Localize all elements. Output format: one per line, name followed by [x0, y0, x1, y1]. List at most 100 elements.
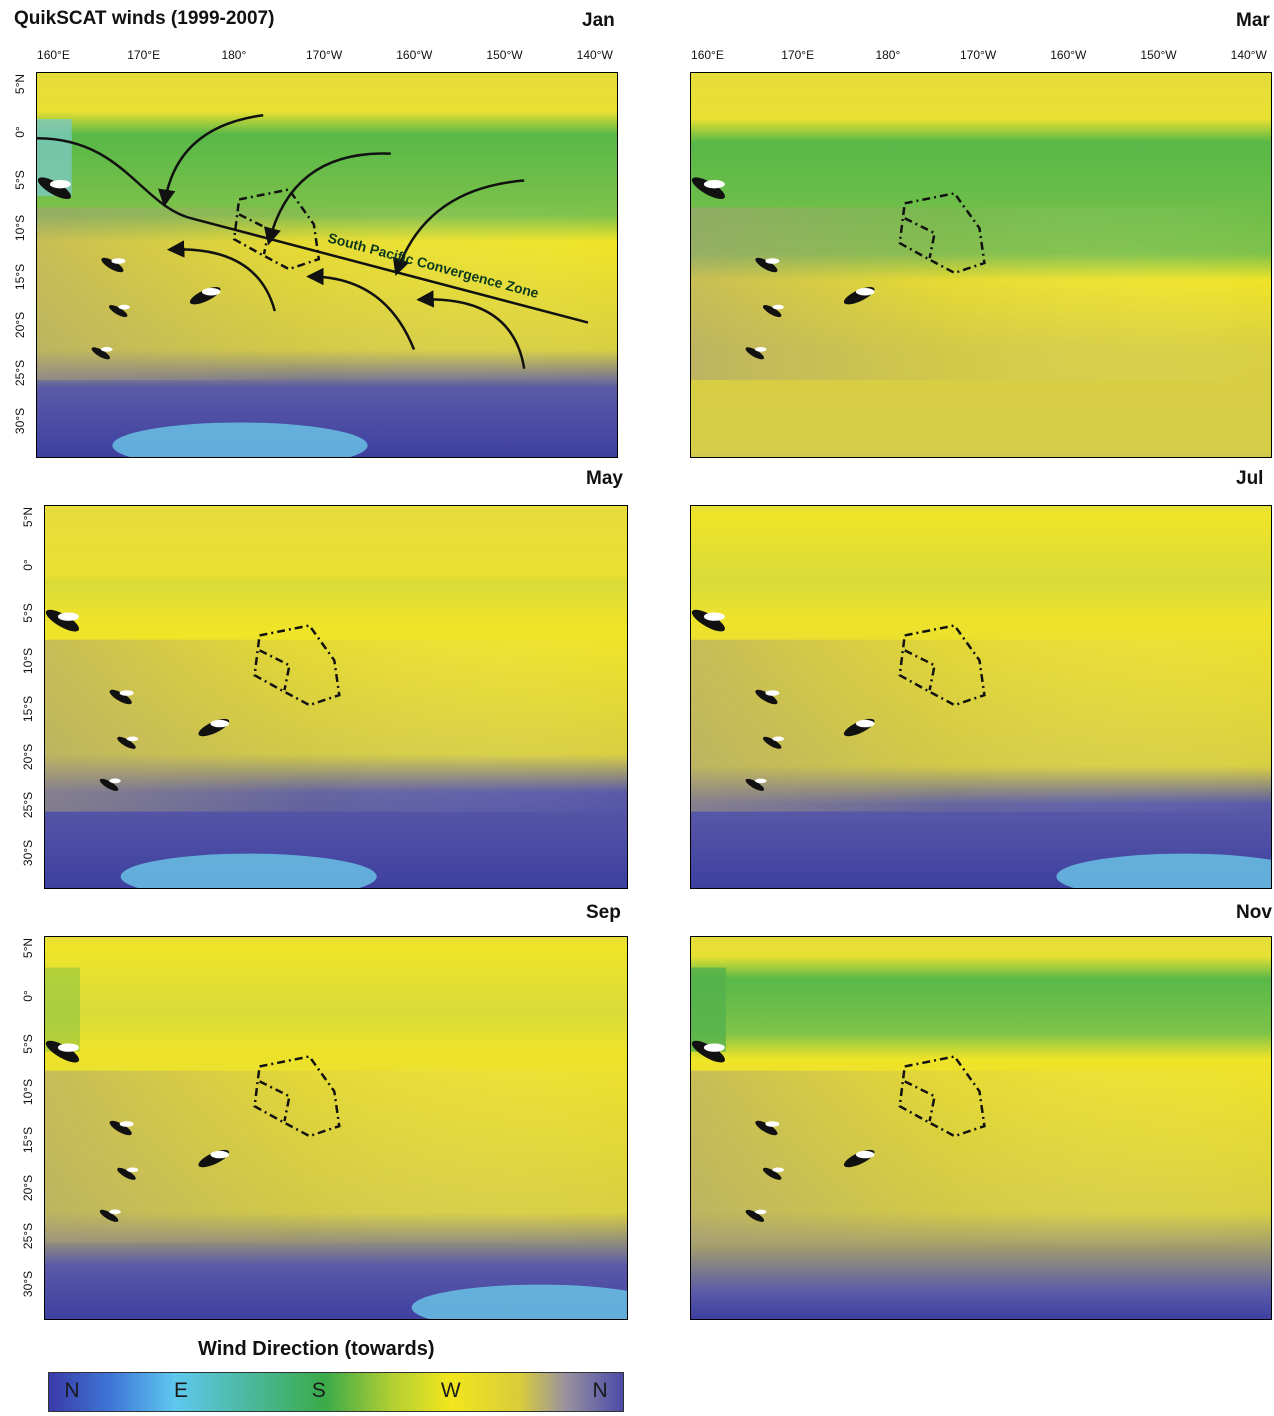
wind-arrow [166, 240, 277, 312]
panel-month-label: Jan [582, 10, 615, 31]
longitude-label: 150°W [1140, 48, 1177, 62]
latitude-label: 15°S [21, 695, 35, 722]
colorbar-label-w: W [440, 1379, 461, 1402]
latitude-label: 25°S [13, 360, 27, 387]
island-shape [109, 1120, 134, 1136]
island-shape [745, 1209, 767, 1222]
wind-map-nov [690, 936, 1272, 1320]
latitude-label: 25°S [21, 1222, 35, 1249]
panel-month-label: May [586, 468, 623, 489]
island-shape [198, 1149, 230, 1168]
island-shape [189, 287, 221, 305]
longitude-label: 170°E [127, 48, 161, 62]
panel-month-label: Nov [1236, 902, 1272, 923]
region-outline [898, 191, 986, 275]
wind-field [691, 506, 1271, 888]
latitude-label: 10°S [13, 215, 27, 242]
latitude-label: 30°S [13, 408, 27, 435]
latitude-label: 0° [21, 989, 35, 1002]
region-outline [898, 1055, 986, 1138]
latitude-label: 0° [21, 558, 35, 571]
wind-field [691, 937, 1271, 1319]
wind-arrow [263, 152, 391, 246]
island-shape [37, 177, 71, 200]
latitude-label: 5°N [21, 506, 35, 527]
wind-map-sep [44, 936, 628, 1320]
latitude-label: 5°S [21, 1033, 35, 1054]
wind-map-jul [690, 505, 1272, 889]
latitude-label: 5°N [21, 937, 35, 958]
island-shape [109, 689, 134, 705]
wind-arrow [158, 114, 264, 208]
island-shape [198, 718, 230, 737]
island-shape [691, 609, 725, 632]
legend-title: Wind Direction (towards) [198, 1338, 435, 1360]
longitude-label: 180° [875, 48, 901, 62]
island-shape [843, 1149, 875, 1168]
wind-direction-colorbar: N E S W N [48, 1372, 624, 1412]
island-shape [745, 347, 767, 360]
island-shape [45, 1040, 80, 1063]
latitude-label: 5°N [13, 73, 27, 94]
island-shape [117, 1167, 139, 1180]
region-outline [253, 1055, 341, 1138]
region-outline [898, 624, 986, 707]
longitude-label: 180° [221, 48, 247, 62]
colorbar-label-n2: N [592, 1379, 608, 1402]
island-shape [108, 304, 130, 318]
island-shape [755, 257, 780, 273]
island-shape [691, 1040, 725, 1063]
latitude-label: 10°S [21, 1078, 35, 1105]
latitude-label: 20°S [13, 311, 27, 338]
longitude-label: 160°E [37, 48, 70, 62]
figure-title: QuikSCAT winds (1999-2007) [14, 8, 275, 29]
longitude-label: 160°W [396, 48, 433, 62]
island-shape [691, 177, 725, 200]
wind-field [45, 937, 627, 1319]
latitude-label: 15°S [13, 263, 27, 290]
longitude-label: 170°W [306, 48, 343, 62]
island-shape [762, 736, 784, 749]
wind-map-jan: South Pacific Convergence Zone [36, 72, 618, 458]
colorbar-label-n1: N [64, 1379, 80, 1402]
wind-field [691, 73, 1271, 457]
latitude-label: 25°S [21, 791, 35, 818]
island-shape [101, 257, 126, 273]
island-shape [762, 304, 784, 318]
wind-arrow [416, 290, 526, 369]
island-shape [99, 778, 121, 791]
latitude-label: 30°S [21, 839, 35, 866]
latitude-label: 10°S [21, 647, 35, 674]
latitude-label: 15°S [21, 1126, 35, 1153]
latitude-label: 30°S [21, 1270, 35, 1297]
longitude-label: 150°W [486, 48, 523, 62]
island-shape [755, 689, 780, 705]
island-shape [117, 736, 139, 749]
latitude-label: 0° [13, 126, 27, 138]
region-outline [232, 188, 321, 271]
island-shape [99, 1209, 121, 1222]
latitude-label: 20°S [21, 1174, 35, 1201]
island-shape [755, 1120, 780, 1136]
longitude-label: 160°W [1050, 48, 1087, 62]
colorbar-label-s: S [311, 1379, 326, 1402]
longitude-label: 140°W [576, 48, 613, 62]
latitude-label: 5°S [13, 170, 27, 190]
wind-field [45, 506, 627, 888]
panel-month-label: Mar [1236, 10, 1270, 31]
panel-month-label: Sep [586, 902, 621, 923]
island-shape [843, 287, 875, 305]
island-shape [843, 718, 875, 737]
wind-map-mar [690, 72, 1272, 458]
panel-month-label: Jul [1236, 468, 1264, 489]
colorbar-label-e: E [174, 1379, 189, 1402]
latitude-label: 5°S [21, 602, 35, 623]
wind-map-may [44, 505, 628, 889]
wind-arrow [392, 179, 525, 276]
longitude-label: 170°W [960, 48, 997, 62]
wind-field: South Pacific Convergence Zone [37, 73, 617, 457]
island-shape [762, 1167, 784, 1180]
island-shape [745, 778, 767, 791]
longitude-label: 140°W [1230, 48, 1267, 62]
spcz-line [37, 137, 589, 324]
